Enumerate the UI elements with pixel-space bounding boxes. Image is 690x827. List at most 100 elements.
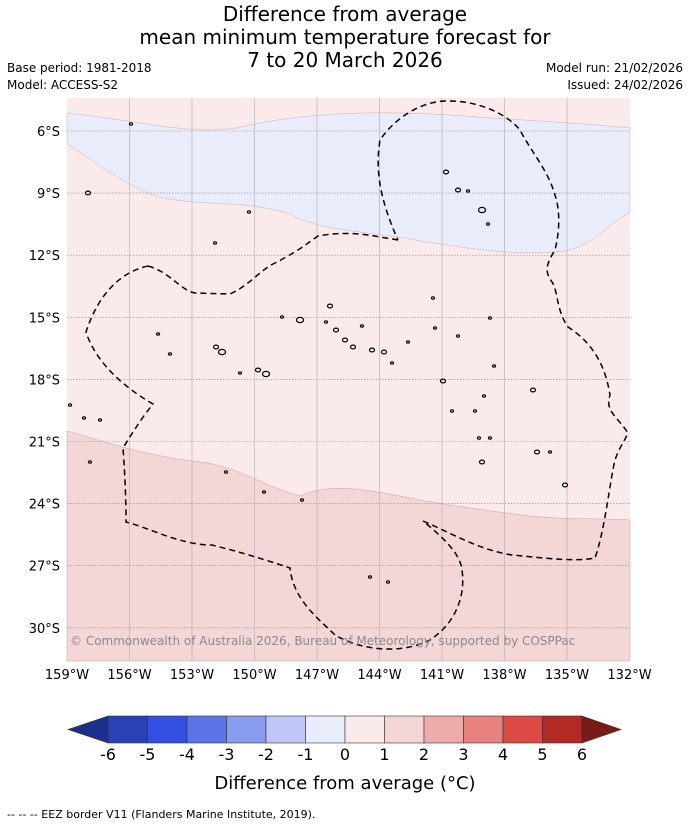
lat-label: 6°S xyxy=(37,125,60,140)
colorbar-segment xyxy=(344,715,385,744)
island-outline xyxy=(341,337,349,343)
island-outline xyxy=(368,347,376,353)
colorbar-tick-label: -3 xyxy=(218,745,235,764)
island-outline xyxy=(81,416,87,420)
lat-label: 27°S xyxy=(29,560,60,575)
lat-label: 30°S xyxy=(29,622,60,637)
eez-legend: -- -- -- EEZ border V11 (Flanders Marine… xyxy=(7,808,316,821)
colorbar-tick-label: -1 xyxy=(297,745,314,764)
island-outline xyxy=(430,296,436,300)
lon-label: 159°W xyxy=(45,668,89,683)
base-period: Base period: 1981-2018 xyxy=(7,61,152,75)
island-outline xyxy=(405,340,411,344)
island-outline xyxy=(389,361,395,365)
island-outline xyxy=(481,394,487,398)
colorbar-tick-label: -4 xyxy=(179,745,195,764)
island-outline xyxy=(155,332,161,336)
anomaly-band-pos-1-2 xyxy=(66,430,631,662)
island-outline xyxy=(128,122,134,126)
colorbar-low-extend xyxy=(67,715,109,744)
eez-border-french-polynesia xyxy=(377,100,628,561)
island-outline xyxy=(547,450,553,454)
island-outline xyxy=(432,326,438,330)
colorbar-title: Difference from average (°C) xyxy=(214,773,476,794)
colorbar-segment xyxy=(423,715,464,744)
lat-label: 21°S xyxy=(29,436,60,451)
island-outline xyxy=(261,490,267,494)
island-outline xyxy=(359,324,365,328)
copyright-notice: © Commonwealth of Australia 2026, Bureau… xyxy=(70,634,576,648)
island-outline xyxy=(167,352,173,356)
island-outline xyxy=(212,241,218,245)
colorbar-segment xyxy=(186,715,227,744)
longitude-labels: 159°W 156°W 153°W 150°W 147°W 144°W 141°W 138°W… xyxy=(45,668,652,683)
model-run: Model run: 21/02/2026 xyxy=(545,61,683,75)
latitude-labels: 6°S 9°S 12°S 15°S 18°S 21°S 24°S 27°S 30°S xyxy=(29,125,60,637)
island-outline xyxy=(487,436,493,440)
colorbar-segment xyxy=(463,715,504,744)
island-outline xyxy=(477,206,487,214)
island-outline xyxy=(87,460,93,464)
colorbar-tick-label: 1 xyxy=(379,745,390,764)
island-outline xyxy=(84,190,92,196)
lat-label: 15°S xyxy=(29,311,60,326)
colorbar-tick-label: 6 xyxy=(576,745,588,764)
colorbar-high-extend xyxy=(581,715,622,744)
island-outline xyxy=(217,348,227,356)
island-outline xyxy=(212,344,220,350)
island-outline xyxy=(442,169,450,175)
island-outline xyxy=(380,349,388,355)
colorbar-tick-label: -2 xyxy=(258,745,274,764)
colorbar-tick-label: -5 xyxy=(139,745,156,764)
island-outline xyxy=(449,409,455,413)
model-name: Model: ACCESS-S2 xyxy=(7,78,119,92)
lon-label: 150°W xyxy=(232,668,276,683)
island-outline xyxy=(261,370,271,378)
island-outline xyxy=(367,575,373,579)
colorbar-segment xyxy=(502,715,543,744)
colorbar-tick-label: 0 xyxy=(339,745,351,764)
island-outline xyxy=(454,187,462,193)
colorbar-segment xyxy=(384,715,425,744)
lat-label: 18°S xyxy=(29,373,60,388)
colorbar-tick-label: 5 xyxy=(537,745,548,764)
island-outline xyxy=(385,580,391,584)
colorbar-tick-label: 4 xyxy=(497,745,509,764)
colorbar xyxy=(67,715,622,744)
title-line-2: mean minimum temperature forecast for xyxy=(139,25,551,49)
lon-label: 135°W xyxy=(545,668,589,683)
lon-label: 138°W xyxy=(482,668,526,683)
island-outline xyxy=(476,436,482,440)
island-outline xyxy=(223,470,229,474)
island-outline xyxy=(487,316,493,320)
island-outline xyxy=(491,364,497,368)
islands xyxy=(67,122,569,584)
colorbar-segment xyxy=(107,715,148,744)
lat-label: 9°S xyxy=(37,187,60,202)
island-outline xyxy=(529,387,537,393)
island-outline xyxy=(472,409,478,413)
island-outline xyxy=(439,378,447,384)
island-outline xyxy=(295,316,305,324)
colorbar-tick-label: 3 xyxy=(458,745,469,764)
anomaly-band-neg-0-1 xyxy=(66,112,631,253)
title-line-3: 7 to 20 March 2026 xyxy=(247,48,443,72)
colorbar-segment xyxy=(305,715,346,744)
lon-label: 147°W xyxy=(295,668,339,683)
eez-border-internal xyxy=(147,232,399,295)
island-outline xyxy=(237,371,243,375)
lat-label: 24°S xyxy=(29,498,60,513)
island-outline xyxy=(533,449,541,455)
island-outline xyxy=(485,222,491,226)
eez-border-cook-islands xyxy=(85,265,464,650)
title-line-1: Difference from average xyxy=(222,2,468,26)
island-outline xyxy=(299,498,305,502)
lon-label: 153°W xyxy=(170,668,214,683)
colorbar-tick-label: -6 xyxy=(100,745,116,764)
colorbar-segment xyxy=(265,715,306,744)
colorbar-segment xyxy=(226,715,267,744)
island-outline xyxy=(67,403,73,407)
island-outline xyxy=(465,189,471,193)
gridlines xyxy=(67,98,630,661)
